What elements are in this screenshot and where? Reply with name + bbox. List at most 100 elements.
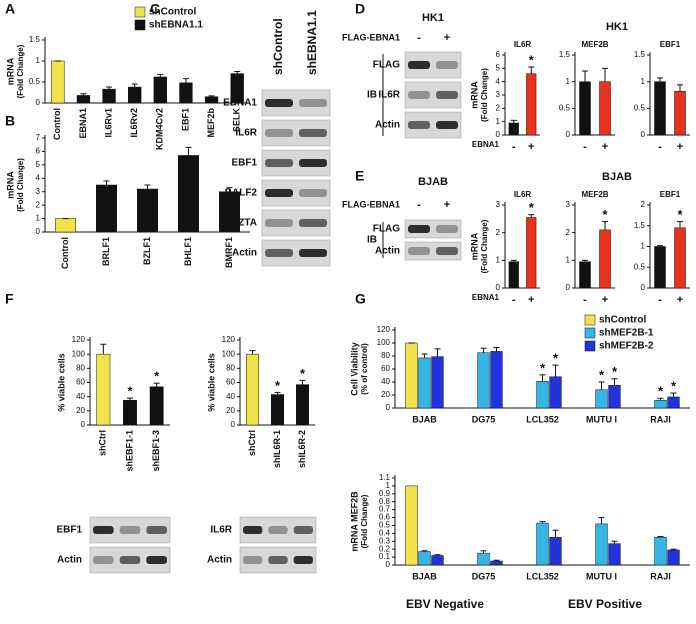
significance-star: * bbox=[602, 207, 608, 222]
y-tick-label: 60 bbox=[76, 378, 85, 387]
blot-band bbox=[408, 247, 430, 255]
y-tick-label: 1.5 bbox=[634, 50, 646, 59]
panel-letter: D bbox=[355, 1, 365, 17]
y-tick-label: 3 bbox=[496, 90, 501, 99]
x-tick-label: + bbox=[528, 141, 534, 153]
bar bbox=[654, 81, 666, 136]
significance-star: * bbox=[677, 207, 683, 222]
legend-label: shControl bbox=[599, 315, 646, 326]
y-tick-label: 0 bbox=[386, 403, 391, 412]
blot-cell-line: BJAB bbox=[418, 176, 448, 188]
bar bbox=[128, 86, 142, 104]
bar bbox=[549, 376, 562, 409]
y-tick-label: 1 bbox=[36, 56, 41, 65]
bar bbox=[667, 549, 680, 566]
blot-band bbox=[436, 121, 458, 129]
y-tick-label: 100 bbox=[72, 349, 86, 358]
blot-column-label: - bbox=[417, 32, 421, 44]
chart-title: EBF1 bbox=[660, 40, 681, 49]
legend-swatch bbox=[134, 19, 146, 31]
y-tick-label: 6 bbox=[496, 50, 501, 59]
blot-group-label: IB bbox=[367, 235, 377, 246]
y-tick-label: 0.5 bbox=[634, 103, 646, 112]
bar bbox=[654, 246, 666, 289]
bar bbox=[418, 551, 431, 566]
bar bbox=[431, 356, 444, 409]
bar bbox=[153, 76, 167, 104]
x-tick-label: Control bbox=[52, 108, 62, 140]
y-axis-label: (Fold Change) bbox=[480, 219, 489, 273]
significance-star: * bbox=[127, 384, 133, 399]
bar bbox=[55, 218, 76, 233]
significance-star: * bbox=[612, 364, 618, 379]
blot-band bbox=[268, 556, 288, 564]
x-tick-label: - bbox=[658, 141, 662, 153]
blot-band bbox=[146, 526, 167, 534]
significance-star: * bbox=[599, 367, 605, 382]
bar bbox=[96, 353, 111, 426]
y-tick-label: 40 bbox=[226, 392, 235, 401]
x-tick-label: + bbox=[602, 141, 608, 153]
x-tick-label: BZLF1 bbox=[142, 237, 152, 265]
blot-band bbox=[299, 219, 327, 227]
significance-star: * bbox=[300, 366, 306, 381]
x-axis-label: EBNA1 bbox=[472, 293, 500, 302]
chart-title: MEF2B bbox=[581, 40, 608, 49]
legend-swatch bbox=[584, 314, 596, 326]
panel-letter: E bbox=[355, 168, 364, 184]
y-axis-label: (Fold Change) bbox=[16, 158, 25, 212]
y-tick-label: 0.7 bbox=[379, 505, 391, 514]
y-axis-label: mRNA MEF2B bbox=[349, 491, 359, 552]
blot-column-label: + bbox=[444, 32, 450, 44]
blot-band bbox=[119, 556, 141, 564]
x-tick-label: - bbox=[583, 294, 587, 306]
y-tick-label: 4 bbox=[36, 173, 41, 182]
blot-band bbox=[146, 556, 167, 564]
blot-band bbox=[265, 99, 293, 107]
x-tick-label: + bbox=[602, 294, 608, 306]
bar bbox=[579, 261, 591, 289]
blot-band bbox=[436, 225, 458, 233]
blot-band bbox=[408, 121, 430, 129]
bar bbox=[667, 396, 680, 409]
bar bbox=[149, 386, 164, 426]
x-tick-label: BJAB bbox=[412, 414, 437, 424]
x-tick-label: MEF2b bbox=[206, 108, 216, 138]
blot-cell-line: HK1 bbox=[422, 12, 444, 24]
blot-group-label: IB bbox=[367, 90, 377, 101]
x-tick-label: MUTU I bbox=[586, 414, 617, 424]
y-tick-label: 1.5 bbox=[559, 50, 571, 59]
x-tick-label: BHLF1 bbox=[183, 237, 193, 266]
legend-label: shMEF2B-1 bbox=[599, 328, 654, 339]
blot-band bbox=[293, 526, 313, 534]
x-tick-label: shIL6R-2 bbox=[297, 430, 307, 468]
legend-swatch bbox=[134, 6, 146, 18]
blot-row-label: EBNA1 bbox=[223, 98, 257, 109]
y-tick-label: 120 bbox=[72, 335, 86, 344]
blot-band bbox=[408, 61, 430, 69]
significance-star: * bbox=[154, 369, 160, 384]
bar bbox=[595, 523, 608, 566]
y-tick-label: 0.6 bbox=[379, 513, 391, 522]
y-axis-label: Cell Viability bbox=[349, 342, 359, 395]
y-tick-label: 40 bbox=[76, 392, 85, 401]
y-tick-label: 0.1 bbox=[379, 552, 391, 561]
y-tick-label: 80 bbox=[381, 351, 390, 360]
y-tick-label: 60 bbox=[226, 378, 235, 387]
y-tick-label: 1 bbox=[641, 77, 646, 86]
y-axis-label: (Fold Change) bbox=[16, 44, 25, 98]
bar bbox=[178, 155, 199, 233]
blot-band bbox=[265, 249, 293, 257]
y-tick-label: 0.3 bbox=[379, 536, 391, 545]
blot-band bbox=[119, 526, 141, 534]
y-tick-label: 1.1 bbox=[379, 473, 391, 482]
bar bbox=[102, 88, 116, 104]
y-tick-label: 3 bbox=[496, 200, 501, 209]
bar bbox=[405, 485, 418, 566]
bar bbox=[549, 537, 562, 566]
y-tick-label: 80 bbox=[226, 363, 235, 372]
blot-band bbox=[299, 189, 327, 197]
bar bbox=[608, 543, 621, 566]
blot-band bbox=[265, 159, 293, 167]
y-tick-label: 100 bbox=[222, 349, 236, 358]
